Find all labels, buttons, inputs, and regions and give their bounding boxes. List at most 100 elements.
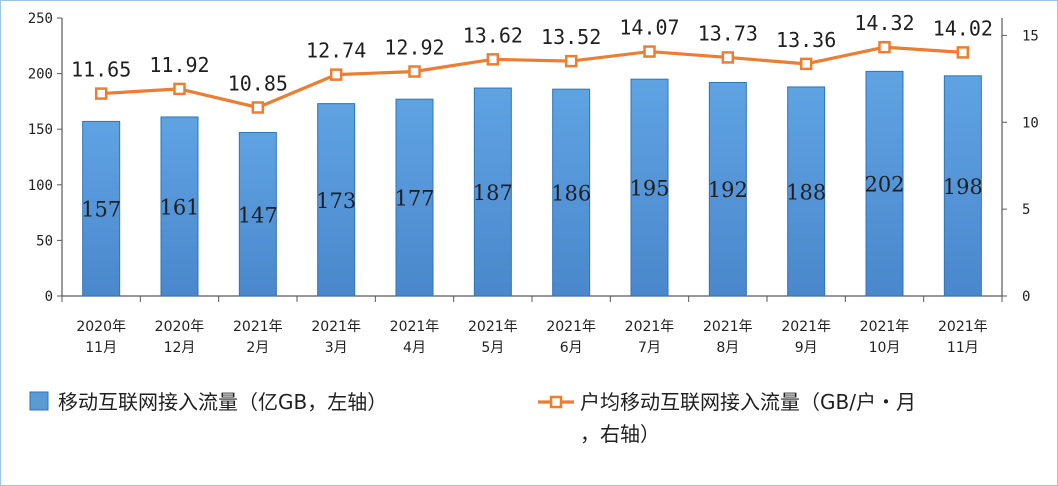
x-tick-label-line: 9月: [795, 340, 818, 356]
bar-data-label: 173: [316, 189, 356, 213]
bar: [787, 86, 826, 297]
x-tick-label-line: 2021年: [390, 319, 440, 335]
legend-line-marker: [549, 395, 563, 409]
line-data-label: 10.85: [228, 71, 288, 95]
y-right-tick-label: 0: [1022, 289, 1030, 305]
x-tick-label-line: 2021年: [860, 319, 910, 335]
line-data-label: 11.92: [149, 53, 209, 77]
x-tick-label-line: 2021年: [625, 319, 675, 335]
line-marker: [956, 46, 970, 59]
x-tick-label: 2021年 3月: [311, 319, 361, 356]
x-tick-label-line: 2021年: [781, 319, 831, 335]
line-data-label: 14.32: [854, 11, 914, 35]
x-tick-label-line: 2021年: [703, 319, 753, 335]
x-tick-label-line: 2月: [246, 340, 269, 356]
line-data-label: 14.02: [933, 16, 993, 40]
bar-data-label: 161: [159, 195, 199, 219]
x-tick-label: 2021年 7月: [625, 319, 675, 356]
bar-data-label: 202: [864, 173, 904, 197]
line-data-label: 13.36: [776, 28, 836, 52]
y-left-tick-label: 150: [28, 122, 53, 138]
bar: [552, 88, 591, 297]
line-data-label: 13.52: [541, 25, 601, 49]
bar: [865, 70, 904, 297]
x-tick-label-line: 2020年: [155, 319, 205, 335]
bar: [395, 98, 434, 297]
bar-data-label: 188: [786, 180, 826, 204]
x-tick-label-line: 11月: [85, 340, 117, 356]
y-left-tick-label: 0: [45, 289, 53, 305]
x-tick-label-line: 11月: [947, 340, 979, 356]
bar-data-label: 195: [629, 177, 669, 201]
line-data-label: 13.73: [698, 21, 758, 45]
line-data-label: 12.74: [306, 39, 366, 63]
x-tick-label-line: 8月: [716, 340, 739, 356]
y-left-tick-label: 250: [28, 11, 53, 27]
line-data-label: 13.62: [463, 23, 523, 47]
line-marker: [173, 82, 186, 96]
bar-data-label: 147: [238, 203, 278, 227]
line-marker: [564, 54, 578, 68]
bar: [82, 120, 121, 297]
bar: [317, 103, 356, 297]
x-tick-label: 2021年 8月: [703, 319, 753, 356]
x-tick-label-line: 12月: [164, 340, 196, 356]
x-tick-label-line: 10月: [869, 340, 901, 356]
y-left-tick-label: 200: [28, 67, 53, 83]
y-right-tick-label: 15: [1022, 28, 1039, 44]
line-marker: [878, 40, 891, 54]
x-tick-label: 2021年 10月: [860, 319, 910, 356]
x-tick-label-line: 7月: [638, 340, 661, 356]
y-left-tick-label: 100: [28, 178, 53, 194]
x-tick-label: 2021年 11月: [938, 319, 988, 356]
line-data-label: 11.65: [71, 58, 131, 82]
bar-data-label: 157: [81, 198, 121, 222]
bar: [943, 75, 982, 297]
x-tick-label-line: 3月: [325, 340, 348, 356]
line-marker: [251, 101, 265, 114]
x-tick-label-line: 2021年: [938, 319, 988, 335]
line-marker: [643, 45, 656, 58]
bar: [160, 116, 199, 297]
bar: [473, 87, 512, 297]
x-tick-label-line: 2021年: [233, 319, 283, 335]
x-tick-label-line: 2020年: [76, 319, 126, 335]
x-tick-label: 2020年 12月: [155, 319, 205, 356]
bar-data-label: 192: [708, 178, 748, 202]
legend-line-label-2: ，右轴）: [580, 422, 660, 446]
x-tick-label: 2021年 2月: [233, 319, 283, 356]
bar-data-label: 186: [551, 182, 591, 206]
y-left-tick-label: 50: [36, 233, 53, 249]
x-tick-label-line: 2021年: [468, 319, 518, 335]
x-tick-label: 2021年 5月: [468, 319, 518, 356]
bar: [708, 81, 747, 297]
line-marker: [799, 57, 813, 71]
line-marker: [721, 51, 735, 64]
line-marker: [94, 87, 108, 100]
x-tick-label-line: 2021年: [311, 319, 361, 335]
line-marker: [408, 65, 421, 78]
legend-line-label-1: 户均移动互联网接入流量（GB/户・月: [580, 390, 916, 414]
x-tick-label-line: 2021年: [546, 319, 596, 335]
bar-data-label: 177: [394, 187, 434, 211]
x-tick-label: 2021年 6月: [546, 319, 596, 356]
line-data-label: 14.07: [619, 16, 679, 40]
x-tick-label: 2020年 11月: [76, 319, 126, 356]
line-series-path: [101, 45, 963, 110]
bar: [238, 132, 277, 297]
y-right-tick-label: 10: [1022, 115, 1039, 131]
x-tick-label-line: 5月: [481, 340, 504, 356]
line-marker: [329, 68, 343, 81]
line-marker: [486, 53, 500, 66]
y-right-tick-label: 5: [1022, 202, 1030, 218]
legend-bar-label: 移动互联网接入流量（亿GB，左轴）: [58, 390, 387, 414]
x-tick-label-line: 6月: [560, 340, 583, 356]
x-tick-label: 2021年 4月: [390, 319, 440, 356]
bar: [630, 78, 669, 297]
x-tick-label: 2021年 9月: [781, 319, 831, 356]
bar-data-label: 187: [473, 181, 513, 205]
line-data-label: 12.92: [384, 36, 444, 60]
legend-bar-swatch: [29, 391, 49, 411]
x-tick-label-line: 4月: [403, 340, 426, 356]
